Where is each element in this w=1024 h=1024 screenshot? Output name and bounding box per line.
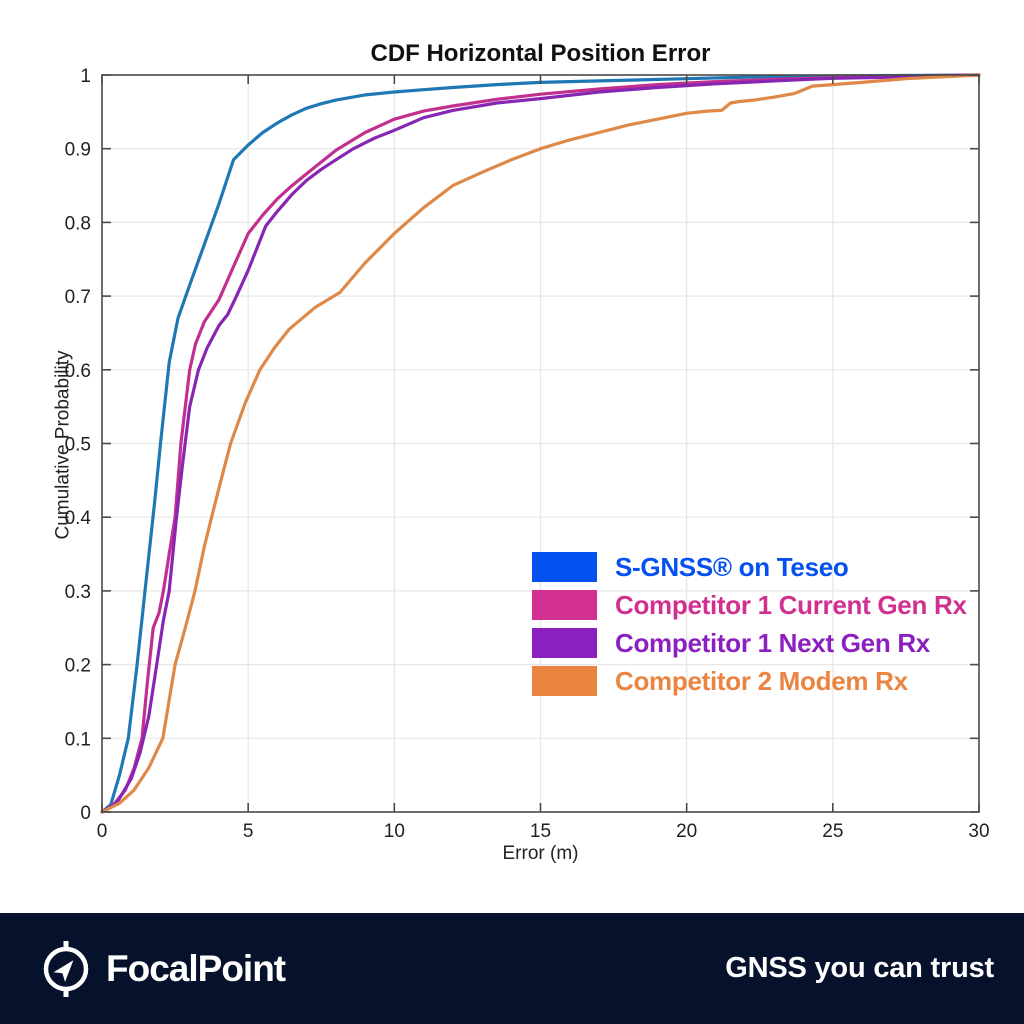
y-tick-label: 0.5	[65, 435, 91, 456]
y-tick-label: 0.9	[65, 140, 91, 161]
x-tick-label: 20	[676, 821, 697, 842]
y-tick-label: 0.1	[65, 729, 91, 750]
compass-navigation-icon	[43, 940, 89, 997]
y-tick-label: 0.3	[65, 582, 91, 603]
legend-label-1: Competitor 1 Current Gen Rx	[615, 589, 967, 620]
brand-name: FocalPoint	[106, 947, 286, 989]
x-axis-label: Error (m)	[502, 843, 579, 864]
footer-tagline: GNSS you can trust	[725, 952, 994, 984]
y-tick-label: 0.6	[65, 361, 91, 382]
legend: S-GNSS® on Teseo Competitor 1 Current Gen…	[532, 552, 967, 696]
y-tick-label: 0.8	[65, 213, 91, 234]
y-tick-label: 0.4	[65, 508, 92, 529]
legend-label-3: Competitor 2 Modem Rx	[615, 665, 908, 696]
cdf-chart: 0 5 10 15 20 25 30 0 0.1 0.2 0.3 0.4 0.5 0.6 0.7 0.8 0.9…	[52, 40, 990, 864]
plot-area: 0 5 10 15 20 25 30 0 0.1 0.2 0.3 0.4 0.5 0.6 0.7 0.8 0.9…	[65, 66, 990, 842]
legend-item-0: S-GNSS® on Teseo	[532, 552, 967, 582]
footer-banner: FocalPoint GNSS you can trust	[0, 913, 1024, 1024]
brand-logo: FocalPoint	[38, 938, 286, 1000]
legend-item-2: Competitor 1 Next Gen Rx	[532, 628, 967, 658]
cdf-curve-1	[100, 73, 981, 814]
y-tick-label: 0.2	[65, 656, 91, 677]
legend-item-3: Competitor 2 Modem Rx	[532, 666, 967, 696]
y-tick-label: 0.7	[65, 287, 91, 308]
x-tick-label: 0	[97, 821, 108, 842]
y-tick-label: 1	[80, 66, 91, 87]
chart-title: CDF Horizontal Position Error	[370, 40, 711, 67]
x-tick-label: 10	[384, 821, 405, 842]
y-axis-label: Cumulative Probability	[52, 350, 74, 540]
x-tick-label: 15	[530, 821, 551, 842]
legend-swatch-3	[532, 666, 597, 696]
legend-swatch-0	[532, 552, 597, 582]
legend-swatch-1	[532, 590, 597, 620]
legend-item-1: Competitor 1 Current Gen Rx	[532, 590, 967, 620]
cdf-curve-0	[100, 73, 981, 814]
cdf-curve-2	[100, 73, 981, 814]
x-tick-label: 25	[822, 821, 843, 842]
legend-label-2: Competitor 1 Next Gen Rx	[615, 627, 930, 658]
legend-swatch-2	[532, 628, 597, 658]
cdf-curve-3	[100, 73, 981, 814]
y-tick-label: 0	[80, 803, 91, 824]
x-tick-label: 30	[968, 821, 989, 842]
x-tick-label: 5	[243, 821, 254, 842]
legend-label-0: S-GNSS® on Teseo	[615, 551, 849, 582]
